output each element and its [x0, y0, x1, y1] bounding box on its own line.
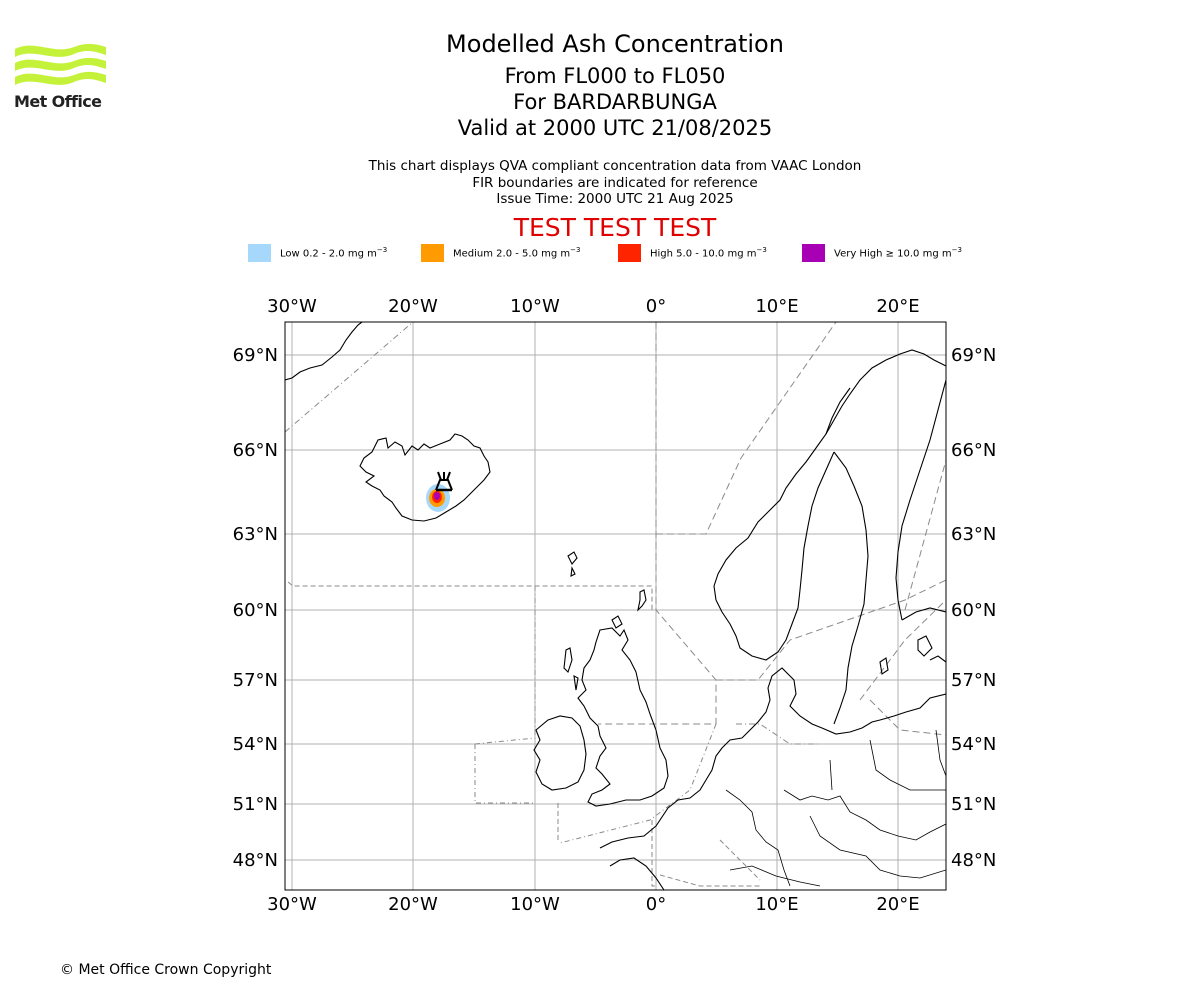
- lat-tick-right: 57°N: [951, 670, 996, 691]
- lon-tick-bottom: 30°W: [267, 894, 317, 915]
- lon-tick-bottom: 0°: [646, 894, 666, 915]
- fir-boundaries: [285, 322, 946, 887]
- lon-tick-bottom: 20°E: [876, 894, 919, 915]
- description-line-3: Issue Time: 2000 UTC 21 Aug 2025: [496, 191, 734, 207]
- legend-swatch-very-high: [802, 244, 825, 262]
- coastlines: [285, 322, 946, 890]
- flight-level-range: From FL000 to FL050: [504, 64, 726, 88]
- legend-item-very-high: Very High ≥ 10.0 mg m−3: [802, 244, 962, 262]
- copyright: © Met Office Crown Copyright: [60, 962, 272, 978]
- legend-label-high: High 5.0 - 10.0 mg m−3: [650, 246, 767, 260]
- test-banner: TEST TEST TEST: [513, 213, 717, 242]
- legend-item-medium: Medium 2.0 - 5.0 mg m−3: [421, 244, 580, 262]
- lon-tick-bottom: 20°W: [388, 894, 438, 915]
- legend-label-medium: Medium 2.0 - 5.0 mg m−3: [453, 246, 581, 260]
- chart-description: This chart displays QVA compliant concen…: [0, 158, 1200, 208]
- lat-tick-left: 69°N: [233, 345, 278, 366]
- description-line-1: This chart displays QVA compliant concen…: [368, 158, 862, 174]
- lat-tick-left: 63°N: [233, 524, 278, 545]
- lat-tick-left: 48°N: [233, 850, 278, 871]
- map-frame: [284, 321, 947, 891]
- graticule: [285, 322, 946, 890]
- concentration-legend: Low 0.2 - 2.0 mg m−3 Medium 2.0 - 5.0 mg…: [0, 244, 1200, 264]
- logo-text: Met Office: [14, 92, 102, 111]
- chart-title: Modelled Ash Concentration: [446, 30, 784, 58]
- lon-tick-top: 0°: [646, 296, 666, 317]
- lat-tick-left: 60°N: [233, 600, 278, 621]
- lat-tick-right: 54°N: [951, 734, 996, 755]
- volcano-label: For BARDARBUNGA: [513, 90, 717, 114]
- lon-tick-top: 10°W: [510, 296, 560, 317]
- lat-tick-right: 66°N: [951, 440, 996, 461]
- legend-item-low: Low 0.2 - 2.0 mg m−3: [248, 244, 387, 262]
- legend-swatch-medium: [421, 244, 444, 262]
- legend-swatch-high: [618, 244, 641, 262]
- lon-tick-top: 10°E: [755, 296, 798, 317]
- lon-tick-bottom: 10°E: [755, 894, 798, 915]
- legend-swatch-low: [248, 244, 271, 262]
- description-line-2: FIR boundaries are indicated for referen…: [472, 174, 758, 191]
- land-borders: [725, 729, 946, 887]
- lon-tick-top: 20°W: [388, 296, 438, 317]
- legend-label-low: Low 0.2 - 2.0 mg m−3: [280, 246, 388, 260]
- volcano-icon: [435, 471, 453, 492]
- lat-tick-right: 63°N: [951, 524, 996, 545]
- chart-titles: Modelled Ash Concentration From FL000 to…: [0, 30, 1200, 141]
- lat-tick-left: 66°N: [233, 440, 278, 461]
- lon-tick-top: 20°E: [876, 296, 919, 317]
- lat-tick-right: 69°N: [951, 345, 996, 366]
- ash-very-high-region: [434, 492, 440, 500]
- valid-time: Valid at 2000 UTC 21/08/2025: [457, 116, 773, 140]
- lon-tick-top: 30°W: [267, 296, 317, 317]
- legend-label-very-high: Very High ≥ 10.0 mg m−3: [834, 246, 962, 260]
- legend-item-high: High 5.0 - 10.0 mg m−3: [618, 244, 767, 262]
- lat-tick-left: 54°N: [233, 734, 278, 755]
- map-frame-contents: [285, 322, 946, 890]
- lat-tick-left: 57°N: [233, 670, 278, 691]
- ash-plume: [426, 484, 450, 512]
- lat-tick-right: 48°N: [951, 850, 996, 871]
- lat-tick-right: 51°N: [951, 794, 996, 815]
- lon-tick-bottom: 10°W: [510, 894, 560, 915]
- lat-tick-left: 51°N: [233, 794, 278, 815]
- lat-tick-right: 60°N: [951, 600, 996, 621]
- met-office-logo: [15, 43, 106, 85]
